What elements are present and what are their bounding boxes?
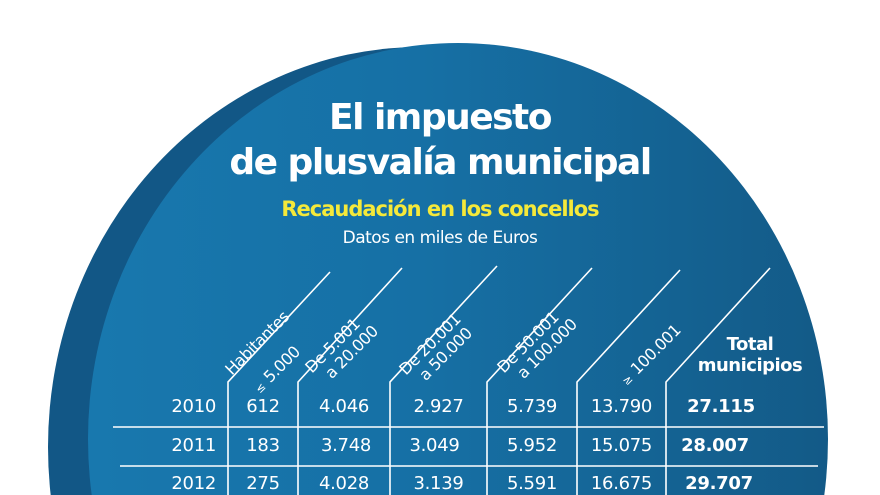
year-2012: 2012 [171,473,216,494]
total-cell: 29.707 [685,473,753,494]
table-cell: 4.028 [318,473,370,494]
table-cell: 4.046 [318,396,370,417]
table-cell: 5.739 [506,396,558,417]
table-grid [113,265,824,495]
table-cell: 275 [246,473,280,494]
total-header-line2: municipios [697,355,803,376]
main-circle [88,43,828,495]
divider-col-6 [665,267,771,495]
table-cell: 612 [246,396,280,417]
total-cell: 28.007 [681,435,749,456]
total-header-line1: Total [726,334,774,355]
table-cell: 16.675 [590,473,653,494]
table-cell: 3.049 [409,435,460,456]
title-line-2: de plusvalía municipal [229,142,652,183]
divider-col-4 [486,267,593,495]
units-note: Datos en miles de Euros [342,228,538,248]
table-cell: 15.075 [590,435,653,456]
table-cell: 5.591 [506,473,558,494]
divider-col-5 [576,269,681,495]
year-2011: 2011 [171,435,216,456]
table-cell: 5.952 [506,435,558,456]
divider-col-1 [227,271,331,495]
table-cell: 2.927 [413,396,464,417]
divider-col-3 [389,265,498,495]
table-cell: 183 [246,435,280,456]
table-cell: 13.790 [590,396,653,417]
total-header: Total municipios [690,334,810,376]
table-cell: 3.748 [320,435,372,456]
subtitle: Recaudación en los concellos [281,197,599,221]
divider-col-2 [297,267,403,495]
table-cell: 3.139 [413,473,464,494]
total-cell: 27.115 [687,396,755,417]
year-2010: 2010 [171,396,216,417]
title-line-1: El impuesto [329,97,553,138]
